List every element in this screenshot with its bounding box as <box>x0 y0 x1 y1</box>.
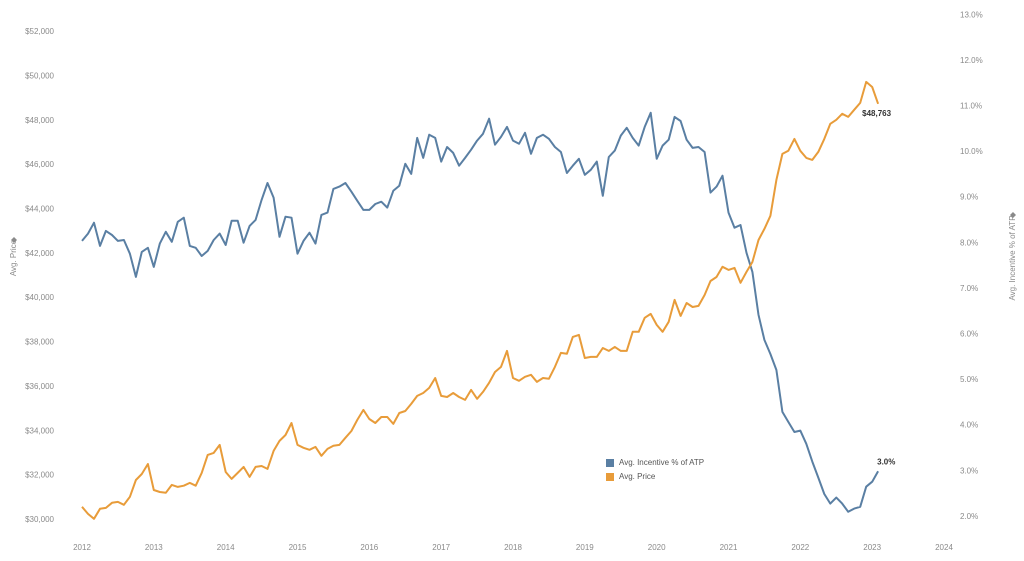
y2-tick-label: 5.0% <box>960 375 978 384</box>
y-tick-label: $34,000 <box>25 426 54 435</box>
y2-tick-label: 10.0% <box>960 147 983 156</box>
y-tick-label: $36,000 <box>25 382 54 391</box>
value-label: $48,763 <box>862 109 891 118</box>
pin-icon <box>1010 212 1016 218</box>
y2-tick-label: 11.0% <box>960 102 982 111</box>
y2-tick-label: 13.0% <box>960 10 983 19</box>
y2-tick-label: 7.0% <box>960 284 978 293</box>
series-line <box>81 111 879 513</box>
y-axis-title: Avg. Price <box>9 239 18 276</box>
x-tick-label: 2012 <box>73 543 91 552</box>
series-line <box>81 80 880 520</box>
legend-label: Avg. Incentive % of ATP <box>619 458 704 467</box>
y-tick-label: $52,000 <box>25 27 54 36</box>
x-tick-label: 2023 <box>863 543 881 552</box>
y2-tick-label: 9.0% <box>960 193 978 202</box>
x-tick-label: 2020 <box>648 543 666 552</box>
y-tick-label: $38,000 <box>25 338 54 347</box>
y-tick-label: $50,000 <box>25 71 54 80</box>
pin-icon <box>11 237 17 243</box>
y-tick-label: $44,000 <box>25 205 54 214</box>
y2-axis-title: Avg. Incentive % of ATP <box>1008 215 1017 300</box>
y2-tick-label: 4.0% <box>960 421 978 430</box>
y2-tick-label: 6.0% <box>960 330 978 339</box>
y-tick-label: $46,000 <box>25 160 54 169</box>
x-tick-label: 2022 <box>791 543 809 552</box>
x-tick-label: 2017 <box>432 543 450 552</box>
x-tick-label: 2018 <box>504 543 522 552</box>
legend-swatch <box>606 473 614 481</box>
y2-tick-label: 12.0% <box>960 56 983 65</box>
legend-swatch <box>606 459 614 467</box>
x-tick-label: 2014 <box>217 543 235 552</box>
x-tick-label: 2021 <box>720 543 738 552</box>
y2-tick-label: 2.0% <box>960 512 978 521</box>
x-tick-label: 2019 <box>576 543 594 552</box>
y2-tick-label: 8.0% <box>960 238 978 247</box>
x-tick-label: 2016 <box>360 543 378 552</box>
y2-tick-label: 3.0% <box>960 466 978 475</box>
x-tick-label: 2015 <box>289 543 307 552</box>
y-tick-label: $32,000 <box>25 471 54 480</box>
y-tick-label: $42,000 <box>25 249 54 258</box>
legend-label: Avg. Price <box>619 472 656 481</box>
y-tick-label: $40,000 <box>25 293 54 302</box>
y-tick-label: $48,000 <box>25 116 54 125</box>
x-tick-label: 2024 <box>935 543 953 552</box>
x-tick-label: 2013 <box>145 543 163 552</box>
value-label: 3.0% <box>877 457 895 466</box>
y-tick-label: $30,000 <box>25 515 54 524</box>
